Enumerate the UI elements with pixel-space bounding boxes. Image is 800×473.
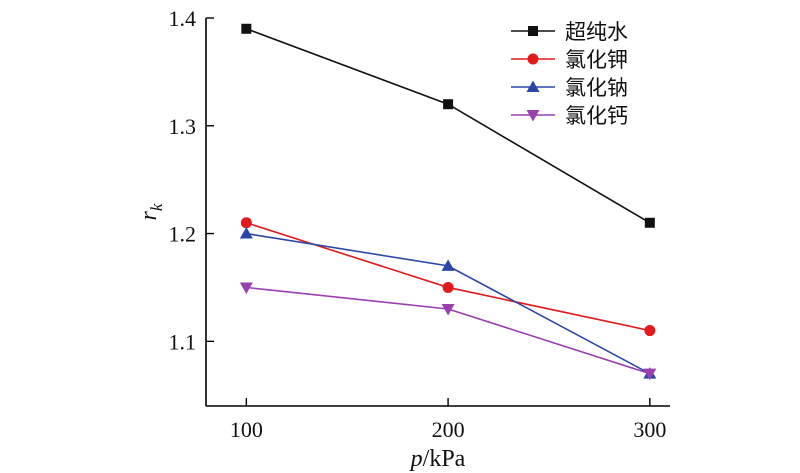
data-point [241, 23, 252, 34]
data-point [441, 259, 455, 271]
legend-marker [528, 26, 538, 36]
y-tick-label: 1.4 [169, 6, 197, 31]
y-axis-title: rk [136, 203, 166, 220]
legend-item: 氯化钾 [511, 48, 628, 72]
series-1 [241, 23, 655, 228]
legend-label: 氯化钠 [565, 76, 628, 100]
legend-marker [526, 80, 540, 92]
legend-item: 氯化钙 [511, 104, 628, 128]
legend-label: 氯化钙 [565, 104, 628, 128]
legend-item: 氯化钠 [511, 76, 628, 100]
data-point [240, 217, 252, 229]
series-2 [240, 217, 656, 337]
data-point [239, 282, 253, 294]
x-axis-title: p/kPa [409, 446, 466, 472]
data-point [644, 325, 656, 337]
y-tick-label: 1.2 [169, 222, 197, 247]
series-line [246, 232, 651, 375]
y-tick-label: 1.1 [169, 329, 197, 354]
legend-label: 氯化钾 [565, 48, 628, 72]
series-line [246, 286, 651, 375]
ticks: 100 200 300 1.1 1.2 1.3 1.4 [169, 6, 667, 442]
y-axis-var: r [136, 210, 162, 220]
y-tick-label: 1.3 [169, 114, 197, 139]
data-point [643, 368, 657, 381]
legend-marker [526, 110, 540, 122]
series-layer [239, 23, 657, 381]
data-point [443, 99, 454, 110]
data-point [442, 281, 454, 293]
x-tick-label: 200 [432, 417, 465, 442]
data-point [644, 217, 655, 228]
x-axis-var: p [409, 446, 423, 472]
y-axis-subscript: k [147, 203, 166, 211]
x-tick-label: 300 [633, 417, 666, 442]
legend-label: 超纯水 [565, 20, 628, 44]
x-tick-label: 100 [230, 417, 263, 442]
data-point [239, 227, 253, 239]
legend-marker [527, 53, 539, 65]
series-4 [239, 282, 657, 381]
legend-item: 超纯水 [511, 20, 628, 44]
data-point [441, 304, 455, 316]
x-axis-unit: /kPa [423, 446, 466, 472]
